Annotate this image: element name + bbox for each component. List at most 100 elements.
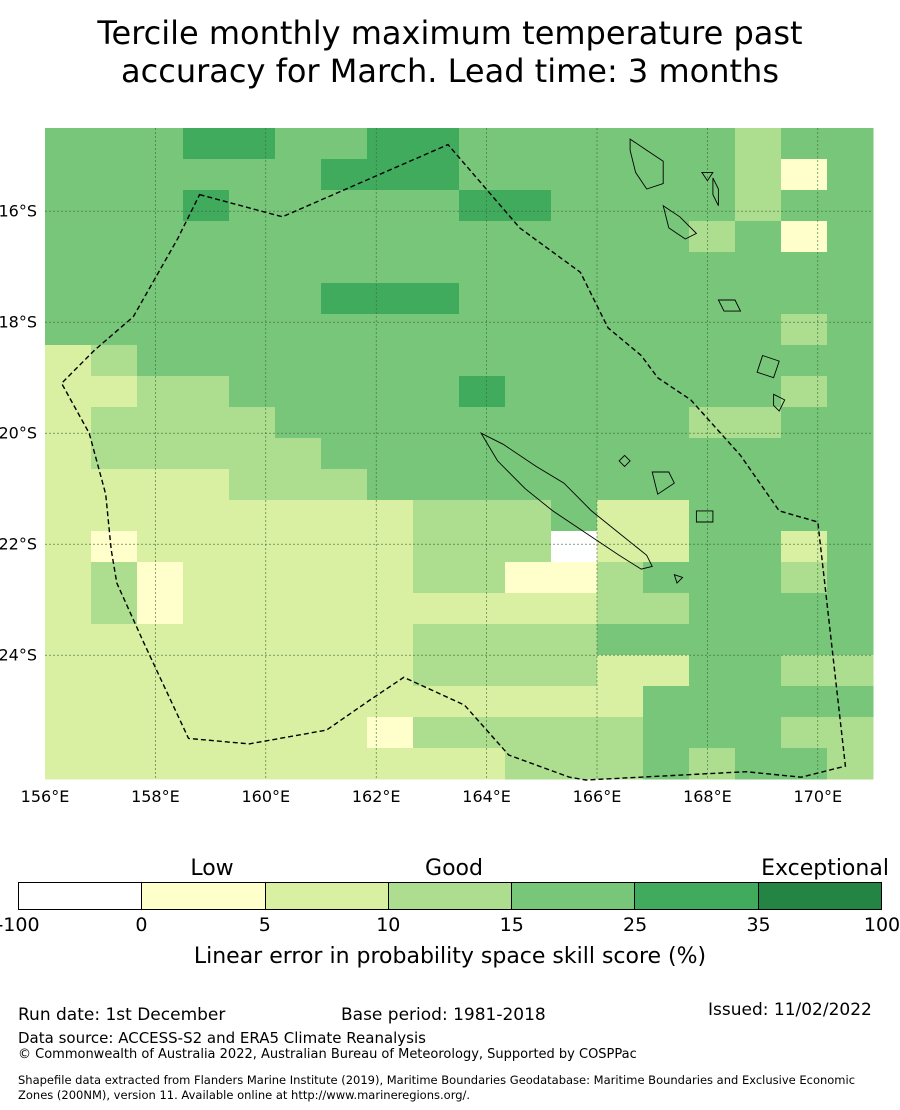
- x-tick-label: 158°E: [131, 787, 180, 806]
- grid-cell: [827, 407, 874, 439]
- grid-cell: [137, 717, 184, 749]
- grid-cell: [367, 314, 414, 346]
- map-gridlines: [45, 128, 873, 780]
- run-date: Run date: 1st December: [18, 1005, 226, 1025]
- grid-cell: [735, 717, 782, 749]
- grid-cell: [551, 283, 598, 315]
- grid-cell: [229, 438, 276, 470]
- colorbar-tick-label: 5: [258, 914, 271, 936]
- grid-cell: [183, 500, 230, 532]
- grid-cell: [137, 624, 184, 656]
- grid-cell: [275, 345, 322, 377]
- grid-cell: [413, 190, 460, 222]
- grid-cell: [137, 686, 184, 718]
- grid-cell: [275, 159, 322, 191]
- grid-cell: [229, 376, 276, 408]
- grid-cell: [321, 283, 368, 315]
- grid-cell: [413, 407, 460, 439]
- grid-cell: [505, 531, 552, 563]
- grid-cell: [551, 376, 598, 408]
- grid-cell: [91, 686, 138, 718]
- colorbar-segment: [758, 883, 881, 909]
- x-tick-label: 156°E: [20, 787, 70, 806]
- grid-cell: [275, 190, 322, 222]
- grid-cell: [597, 562, 644, 594]
- title-line-1: Tercile monthly maximum temperature past: [97, 14, 803, 52]
- grid-cell: [321, 748, 368, 780]
- grid-cell: [505, 128, 552, 160]
- grid-cell: [413, 469, 460, 501]
- grid-cell: [367, 624, 414, 656]
- grid-cell: [275, 438, 322, 470]
- grid-cell: [597, 748, 644, 780]
- grid-cell: [781, 376, 828, 408]
- grid-cell: [413, 345, 460, 377]
- grid-cell: [459, 562, 506, 594]
- grid-cell: [91, 562, 138, 594]
- grid-cell: [643, 686, 690, 718]
- grid-cell: [183, 469, 230, 501]
- colorbar-segment: [19, 883, 143, 909]
- grid-cell: [597, 376, 644, 408]
- grid-cell: [413, 655, 460, 687]
- grid-cell: [827, 159, 874, 191]
- grid-cell: [367, 562, 414, 594]
- grid-cell: [827, 314, 874, 346]
- grid-cell: [827, 686, 874, 718]
- grid-cell: [275, 407, 322, 439]
- grid-cell: [597, 717, 644, 749]
- grid-cell: [459, 531, 506, 563]
- island-outline: [695, 510, 714, 523]
- grid-cell: [413, 252, 460, 284]
- grid-cell: [45, 624, 92, 656]
- grid-cell: [45, 252, 92, 284]
- grid-cell: [735, 624, 782, 656]
- chart-title: Tercile monthly maximum temperature past…: [0, 14, 900, 90]
- y-tick-label: 16°S: [0, 201, 37, 221]
- colorbar-tick-label: 35: [746, 914, 771, 936]
- grid-cell: [183, 655, 230, 687]
- grid-cell: [91, 748, 138, 780]
- grid-cell: [827, 624, 874, 656]
- grid-cell: [367, 469, 414, 501]
- colorbar-tick-label: -100: [0, 914, 40, 936]
- grid-cell: [229, 407, 276, 439]
- grid-cell: [45, 438, 92, 470]
- grid-cell: [45, 376, 92, 408]
- grid-cell: [689, 593, 736, 625]
- grid-cell: [275, 562, 322, 594]
- grid-cell: [45, 128, 92, 160]
- grid-cell: [321, 252, 368, 284]
- grid-cell: [45, 159, 92, 191]
- grid-cell: [689, 376, 736, 408]
- grid-cell: [45, 686, 92, 718]
- grid-cell: [735, 314, 782, 346]
- grid-cell: [91, 593, 138, 625]
- grid-cell: [505, 159, 552, 191]
- grid-cell: [367, 128, 414, 160]
- grid-cell: [413, 624, 460, 656]
- grid-cell: [229, 655, 276, 687]
- grid-cell: [275, 500, 322, 532]
- title-line-2: accuracy for March. Lead time: 3 months: [121, 52, 779, 90]
- grid-cell: [229, 221, 276, 253]
- grid-cell: [551, 221, 598, 253]
- grid-cell: [505, 190, 552, 222]
- grid-cell: [45, 407, 92, 439]
- grid-cell: [827, 345, 874, 377]
- grid-cell: [367, 748, 414, 780]
- grid-cell: [505, 469, 552, 501]
- grid-cell: [551, 128, 598, 160]
- grid-cell: [597, 593, 644, 625]
- grid-cell: [45, 469, 92, 501]
- grid-cell: [45, 562, 92, 594]
- grid-cell: [413, 314, 460, 346]
- grid-cell: [689, 283, 736, 315]
- grid-cell: [275, 314, 322, 346]
- grid-cell: [781, 128, 828, 160]
- grid-cell: [137, 190, 184, 222]
- grid-cell: [597, 345, 644, 377]
- grid-cell: [505, 686, 552, 718]
- grid-cell: [781, 717, 828, 749]
- grid-cell: [367, 500, 414, 532]
